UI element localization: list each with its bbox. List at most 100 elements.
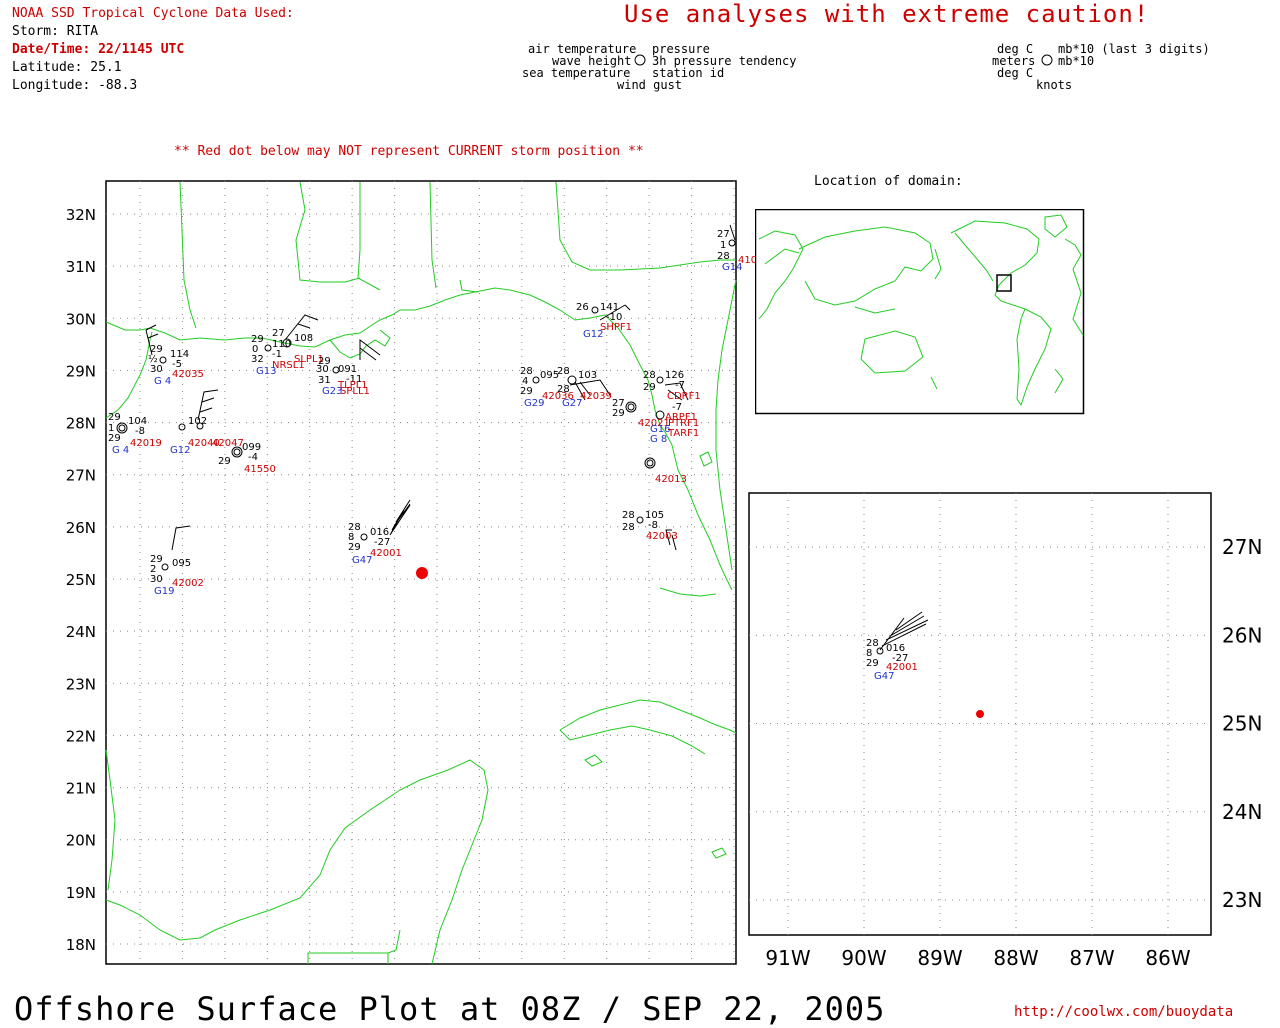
station-42036-sea-temp: 29 bbox=[520, 386, 533, 397]
main-map: 29 ½ 114 -5 30 42035 G 4 29 1 104 -8 29 … bbox=[66, 180, 760, 965]
storm-position-dot bbox=[416, 567, 428, 579]
station-42039-air-temp: 28 bbox=[557, 366, 570, 377]
station-42036-wave: 4 bbox=[522, 376, 528, 387]
station-42035-pressure: 114 bbox=[170, 349, 189, 360]
lat-label: 27N bbox=[66, 467, 96, 485]
inset-wind-barb bbox=[876, 611, 929, 655]
station-42035-sea-temp: 30 bbox=[150, 364, 163, 375]
station-42035-tendency: -5 bbox=[172, 359, 182, 370]
station-nrsl1-air-temp: 29 bbox=[251, 334, 264, 345]
lat-label: 21N bbox=[66, 780, 96, 798]
inset-42001-wave: 8 bbox=[866, 648, 872, 659]
inset-lon-label: 86W bbox=[1145, 946, 1190, 970]
inset-lon-label: 89W bbox=[917, 946, 962, 970]
station-tarf1-air-temp: 27 bbox=[612, 398, 625, 409]
inset-42001-ship: G47 bbox=[874, 671, 894, 682]
station-42003-tendency: -8 bbox=[648, 520, 658, 531]
station-tlpl1-air-temp: 30 bbox=[316, 364, 329, 375]
legend-station-id: station id bbox=[652, 66, 725, 80]
station-41008-ship: G14 bbox=[722, 262, 742, 273]
station-nrsl1-sea-temp: 32 bbox=[251, 354, 264, 365]
main-map-coastline bbox=[105, 181, 737, 965]
station-41008-wave: 1 bbox=[720, 240, 726, 251]
station-42001-id: 42001 bbox=[370, 548, 402, 559]
station-nrsl1-id: NRSL1 bbox=[272, 360, 305, 371]
station-42036-air-temp: 28 bbox=[520, 366, 533, 377]
inset-lat-label: 23N bbox=[1222, 888, 1262, 912]
legend-circle-icons bbox=[634, 54, 1053, 66]
station-42035-air-temp: 29 bbox=[150, 344, 163, 355]
unit-deg-c-air: deg C bbox=[997, 42, 1034, 56]
station-42039-ship: G27 bbox=[562, 398, 582, 409]
station-nrsl1-wave: 0 bbox=[252, 344, 258, 355]
station-42002-wave: 2 bbox=[150, 564, 156, 575]
station-42036-pressure: 095 bbox=[540, 370, 559, 381]
lat-label: 29N bbox=[66, 362, 96, 380]
station-tlpl1-pressure: 091 bbox=[338, 364, 357, 375]
station-arpf1-tendency: -7 bbox=[672, 402, 682, 413]
legend-station-circle-icon bbox=[634, 54, 646, 66]
station-42047-id: 42047 bbox=[212, 438, 244, 449]
legend-pressure: pressure bbox=[652, 42, 710, 56]
station-42036-id: 42036 bbox=[542, 391, 574, 402]
unit-knots: knots bbox=[1036, 78, 1073, 92]
station-42039-id: 42039 bbox=[580, 391, 612, 402]
station-42039-pressure: 103 bbox=[578, 370, 597, 381]
source-url[interactable]: http://coolwx.com/buoydata bbox=[1014, 1004, 1234, 1020]
caution-banner: Use analyses with extreme caution! bbox=[624, 0, 1150, 28]
world-map-frame bbox=[755, 209, 1085, 415]
main-map-grid bbox=[106, 181, 736, 964]
inset-42001-tendency: -27 bbox=[892, 653, 908, 664]
station-41008-sea-temp: 28 bbox=[717, 251, 730, 262]
unit-mb: mb*10 (last 3 digits) bbox=[1058, 42, 1210, 56]
station-cdrf1-sea-temp: 29 bbox=[643, 382, 656, 393]
station-42035-wave: ½ bbox=[148, 353, 158, 365]
lat-label: 22N bbox=[66, 727, 96, 745]
station-42001-pressure: 016 bbox=[370, 527, 389, 538]
station-tarf1-ship: G 8 bbox=[650, 434, 667, 445]
inset-lat-label: 25N bbox=[1222, 712, 1262, 736]
station-shpf1-air-temp: 26 bbox=[576, 302, 589, 313]
station-41008-air-temp: 27 bbox=[717, 229, 730, 240]
station-shpf1-tendency: -10 bbox=[606, 312, 622, 323]
lat-label: 26N bbox=[66, 519, 96, 537]
station-42013-id: 42013 bbox=[655, 474, 687, 485]
station-42019-ship: G 4 bbox=[112, 445, 129, 456]
inset-map-grid bbox=[749, 493, 1211, 935]
station-42002-ship: G19 bbox=[154, 586, 174, 597]
station-42003-pressure: 105 bbox=[645, 510, 664, 521]
station-41550-sea-temp: 29 bbox=[218, 456, 231, 467]
station-42035-id: 42035 bbox=[172, 369, 204, 380]
station-42036-ship: G29 bbox=[524, 398, 544, 409]
legend-air-temperature: air temperature bbox=[528, 42, 637, 56]
station-42002-air-temp: 29 bbox=[150, 554, 163, 565]
main-map-station-labels: 29 ½ 114 -5 30 42035 G 4 29 1 104 -8 29 … bbox=[108, 229, 760, 597]
station-spll1-id: SPLL1 bbox=[340, 386, 370, 397]
lat-label: 32N bbox=[66, 206, 96, 224]
station-42001-tendency: -27 bbox=[374, 537, 390, 548]
data-source-title: NOAA SSD Tropical Cyclone Data Used: bbox=[12, 6, 294, 21]
station-42040-id: 42040 bbox=[188, 438, 220, 449]
station-42019-sea-temp: 29 bbox=[108, 433, 121, 444]
lat-label: 20N bbox=[66, 832, 96, 850]
station-42019-wave: 1 bbox=[108, 423, 114, 434]
main-map-station-circles bbox=[116, 239, 736, 571]
station-42019-pressure: 104 bbox=[128, 416, 147, 427]
station-41008-id: 41008 bbox=[738, 255, 760, 266]
station-tarf1-sea-temp: 29 bbox=[612, 408, 625, 419]
station-41550-pressure: 099 bbox=[242, 442, 261, 453]
location-of-domain-title: Location of domain: bbox=[814, 174, 963, 189]
station-41550-id: 41550 bbox=[244, 464, 276, 475]
inset-lon-label: 90W bbox=[841, 946, 886, 970]
lat-label: 18N bbox=[66, 936, 96, 954]
world-map-continents bbox=[758, 214, 1084, 407]
station-ptrf1-ship: G16 bbox=[650, 424, 670, 435]
station-nrsl1-pressure: 110 bbox=[272, 339, 291, 350]
station-42019-tendency: -8 bbox=[135, 426, 145, 437]
unit-meters: meters bbox=[992, 54, 1036, 68]
main-map-wind-barbs bbox=[145, 224, 736, 551]
station-nrsl1-tendency: -1 bbox=[272, 349, 282, 360]
inset-map-lat-labels: 27N 26N 25N 24N 23N bbox=[1222, 535, 1262, 912]
inset-42001-air-temp: 28 bbox=[866, 638, 879, 649]
legend-pressure-tendency: 3h pressure tendency bbox=[652, 54, 797, 68]
